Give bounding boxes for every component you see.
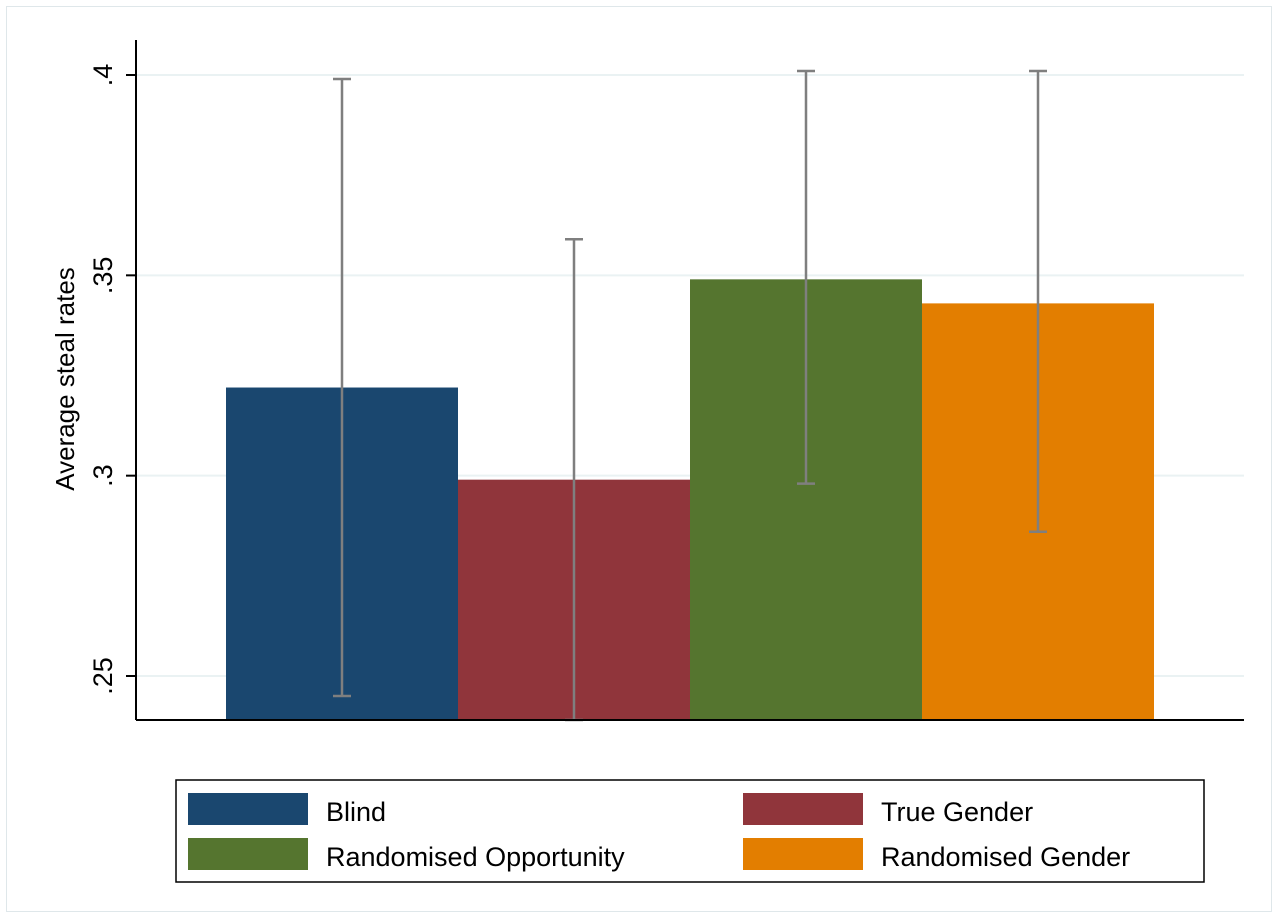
- legend-label: Blind: [326, 797, 386, 827]
- legend-box: [175, 779, 1205, 883]
- y-tick-label: .3: [88, 464, 118, 487]
- y-ticks: .25 .3 .35 .4: [88, 64, 136, 695]
- legend-swatch: [743, 793, 863, 825]
- legend-item: Blind: [188, 793, 386, 827]
- legend-swatch: [743, 838, 863, 870]
- error-bar: [333, 77, 351, 698]
- legend-label: Randomised Opportunity: [326, 842, 625, 872]
- legend-swatch: [188, 838, 308, 870]
- error-bar: [1029, 69, 1047, 534]
- axes: [135, 40, 1244, 721]
- y-axis-title: Average steal rates: [50, 267, 80, 491]
- legend-swatch: [188, 793, 308, 825]
- y-tick-label: .35: [88, 257, 118, 295]
- legend-item: Randomised Opportunity: [188, 838, 625, 872]
- legend-item: True Gender: [743, 793, 1033, 827]
- error-bars: [333, 69, 1047, 722]
- y-tick-label: .25: [88, 657, 118, 695]
- legend-label: Randomised Gender: [881, 842, 1130, 872]
- legend-label: True Gender: [881, 797, 1033, 827]
- y-tick-label: .4: [88, 64, 118, 87]
- error-bar: [797, 69, 815, 485]
- bars: [226, 279, 1154, 720]
- legend-item: Randomised Gender: [743, 838, 1130, 872]
- legend: Blind True Gender Randomised Opportunity Ra…: [175, 779, 1205, 883]
